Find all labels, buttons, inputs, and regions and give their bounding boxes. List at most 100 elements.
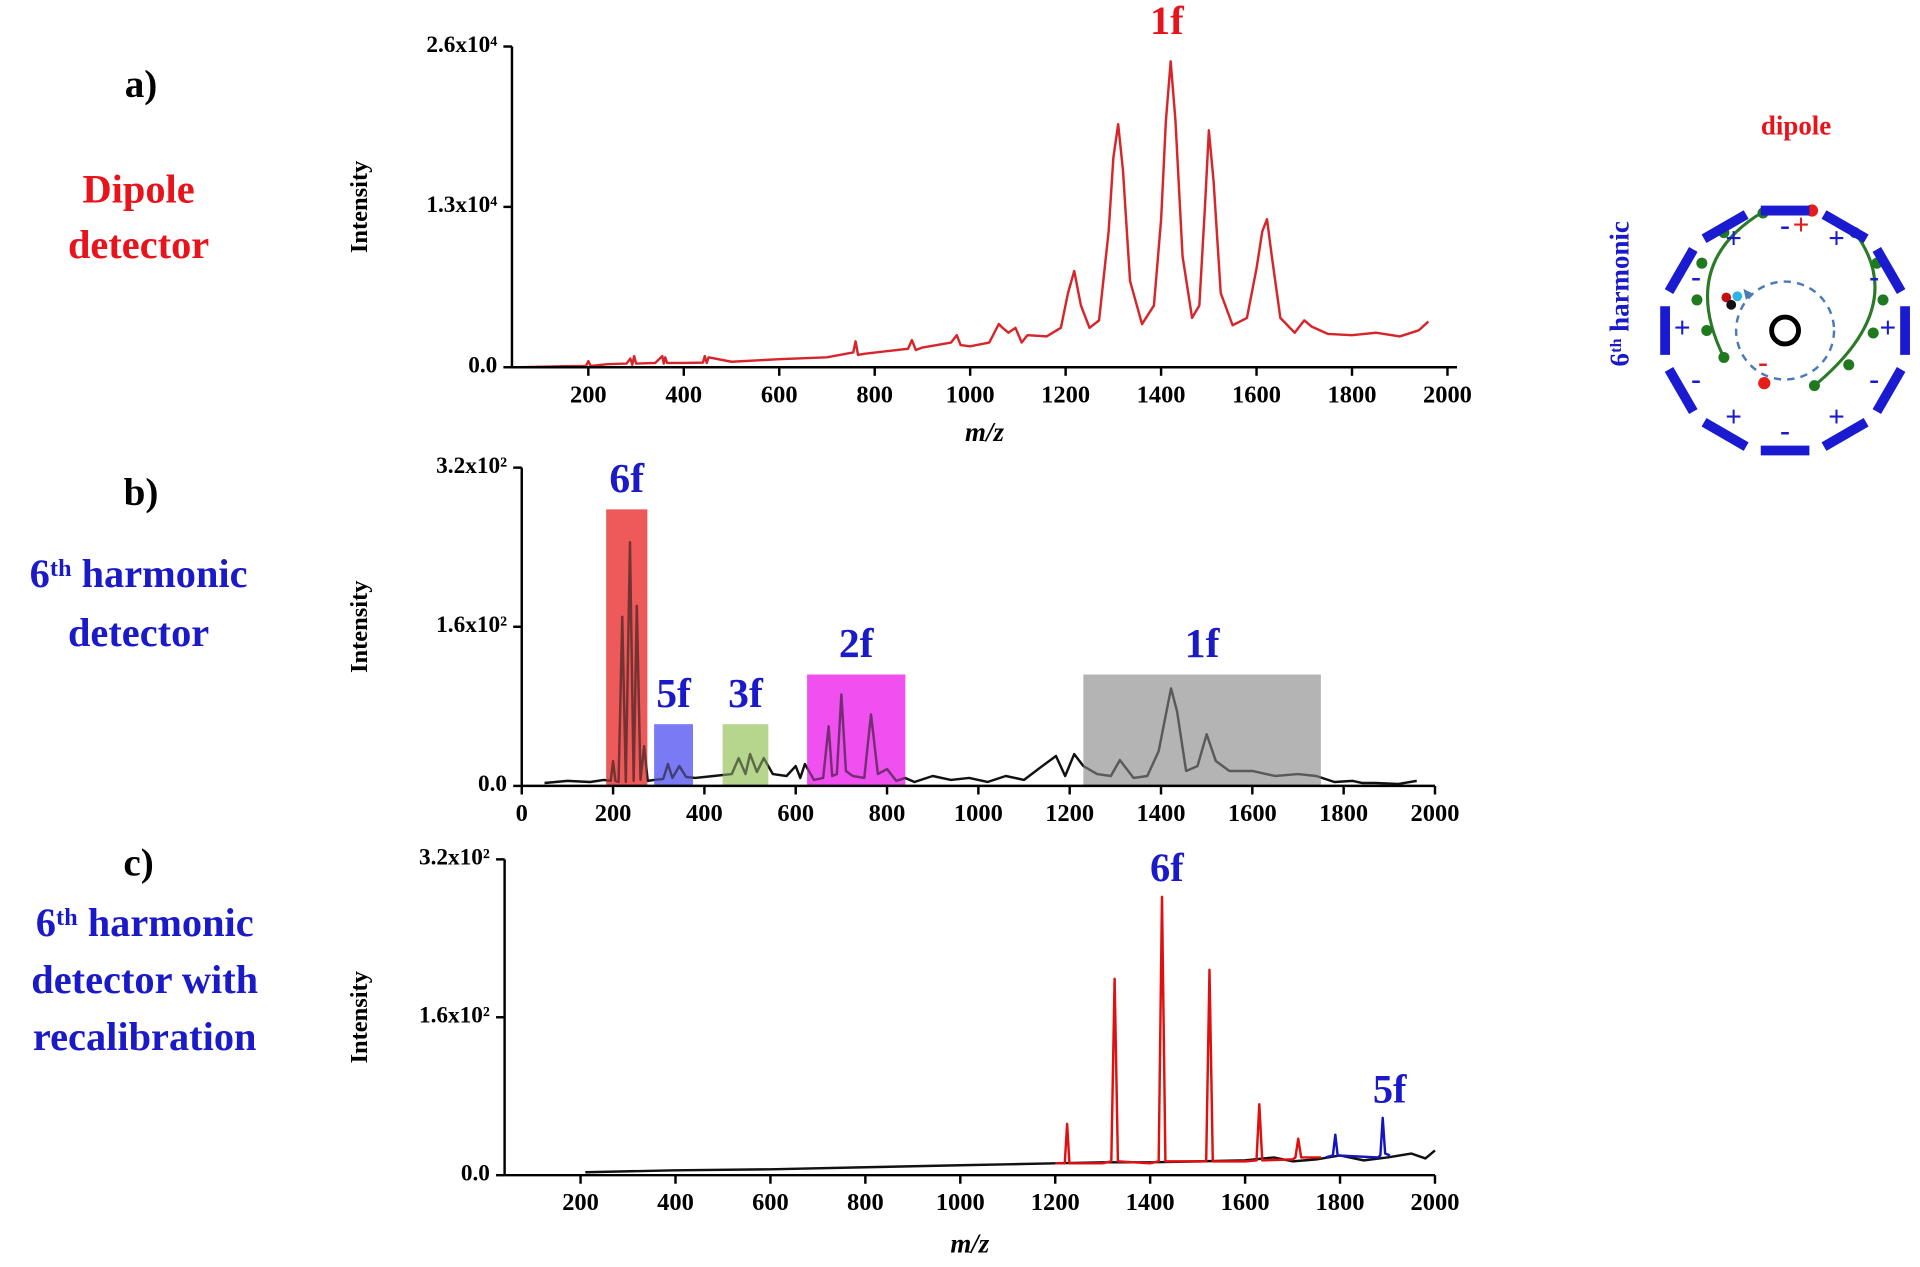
ion [1726, 299, 1737, 310]
x-tick-label: 2000 [1411, 1189, 1460, 1216]
electrode-sign: + [1880, 312, 1897, 344]
x-tick-label: 0 [516, 800, 528, 827]
x-tick-label: 400 [686, 800, 723, 827]
y-tick-label: 0.0 [461, 1161, 490, 1187]
x-tick-label: 1400 [1137, 800, 1186, 827]
electrode [1872, 247, 1906, 295]
x-axis-label: m/z [950, 1228, 989, 1258]
y-tick-label: 1.6x10² [436, 612, 507, 638]
x-tick-label: 400 [665, 381, 702, 408]
x-tick-label: 1600 [1221, 1189, 1270, 1216]
x-tick-label: 200 [595, 800, 632, 827]
panel-title: detector [68, 222, 209, 267]
ion [1721, 292, 1732, 303]
electrode [1701, 418, 1749, 451]
x-tick-label: 1400 [1137, 381, 1186, 408]
ion-path [1705, 210, 1764, 359]
x-tick-label: 600 [777, 800, 814, 827]
electrode-sign: + [1674, 312, 1691, 344]
electrode [1872, 366, 1906, 415]
highlight-box [1083, 674, 1321, 786]
orbit-arrow [1743, 288, 1754, 300]
x-tick-label: 1400 [1126, 1189, 1175, 1216]
x-tick-label: 400 [657, 1189, 694, 1216]
x-axis-label: m/z [965, 417, 1004, 447]
panel-label: c) [123, 842, 153, 885]
electrode-sign: - [1869, 261, 1879, 293]
spectrum-line [1325, 1116, 1391, 1159]
highlight-overlay [606, 509, 648, 786]
x-tick-label: 600 [752, 1189, 789, 1216]
y-tick-label: 0.0 [478, 771, 507, 797]
x-tick-label: 1200 [1045, 800, 1094, 827]
x-tick-label: 200 [562, 1189, 599, 1216]
x-tick-label: 600 [761, 381, 798, 408]
spectrum-line [1055, 895, 1322, 1165]
ion-path [1813, 231, 1877, 387]
diagram [1691, 204, 1889, 392]
electrode [1701, 210, 1749, 244]
electrode-sign: + [1725, 223, 1742, 255]
ion-dots [1691, 207, 1889, 392]
highlight-overlay [654, 724, 693, 786]
highlight-overlay [722, 724, 769, 786]
x-tick-label: 800 [856, 381, 893, 408]
panel-label: a) [125, 63, 158, 106]
plot [585, 895, 1436, 1174]
highlight-box [722, 724, 769, 786]
x-tick-label: 1200 [1031, 1189, 1080, 1216]
panel-label: b) [124, 471, 159, 514]
electrode [1821, 210, 1869, 244]
x-tick-label: 1000 [954, 800, 1003, 827]
x-tick-label: 1600 [1228, 800, 1277, 827]
spectrum-line [585, 1149, 1436, 1174]
center-electrode [1769, 314, 1801, 347]
plot [544, 509, 1417, 786]
x-tick-label: 1800 [1316, 1189, 1365, 1216]
spectrum-line [521, 60, 1430, 369]
electrode-sign: - [1780, 209, 1790, 241]
x-tick-label: 1800 [1328, 381, 1377, 408]
electrode [1664, 247, 1698, 295]
electrode-sign: + [1725, 401, 1742, 433]
electrode [1664, 366, 1698, 415]
orbit [1734, 280, 1836, 381]
electrode-sign: + [1828, 223, 1845, 255]
annotation: 1f [1150, 0, 1184, 43]
ion [1732, 291, 1743, 302]
electrode-sign: + [1828, 401, 1845, 433]
y-tick-label: 3.2x10² [419, 845, 490, 871]
highlight-label: 3f [728, 671, 764, 717]
plot [521, 60, 1430, 369]
highlight-label: 1f [1185, 621, 1221, 667]
panel-title: recalibration [33, 1014, 257, 1059]
y-axis-label: Intensity [346, 581, 373, 673]
y-axis-label: Intensity [346, 971, 373, 1063]
y-tick-label: 1.3x10⁴ [426, 192, 497, 218]
x-tick-label: 1000 [936, 1189, 985, 1216]
x-tick-label: 1200 [1041, 381, 1090, 408]
panel-title: 6ᵗʰ harmonic [30, 551, 248, 596]
highlight-label: 2f [839, 621, 875, 667]
highlight-label: 5f [656, 671, 692, 717]
x-tick-label: 800 [847, 1189, 884, 1216]
x-tick-label: 200 [570, 381, 607, 408]
diagram-side-label: 6ᵗʰ harmonic [1604, 221, 1634, 366]
electrode-sign: - [1869, 364, 1879, 396]
y-tick-label: 2.6x10⁴ [426, 32, 497, 58]
highlight-label: 6f [609, 456, 645, 502]
x-tick-label: 800 [869, 800, 906, 827]
spectrum-line [544, 540, 1417, 786]
diagram-top-label: dipole [1761, 111, 1831, 141]
panel-title: detector with [31, 957, 258, 1002]
ion-sign: - [1758, 347, 1768, 379]
y-tick-label: 0.0 [468, 353, 497, 379]
y-tick-label: 1.6x10² [419, 1003, 490, 1029]
annotation: 6f [1150, 845, 1184, 890]
electrode-sign: - [1780, 415, 1790, 447]
x-tick-label: 1600 [1232, 381, 1281, 408]
x-tick-label: 1800 [1319, 800, 1368, 827]
highlight-overlay [807, 674, 906, 786]
y-axis-label: Intensity [346, 161, 373, 253]
